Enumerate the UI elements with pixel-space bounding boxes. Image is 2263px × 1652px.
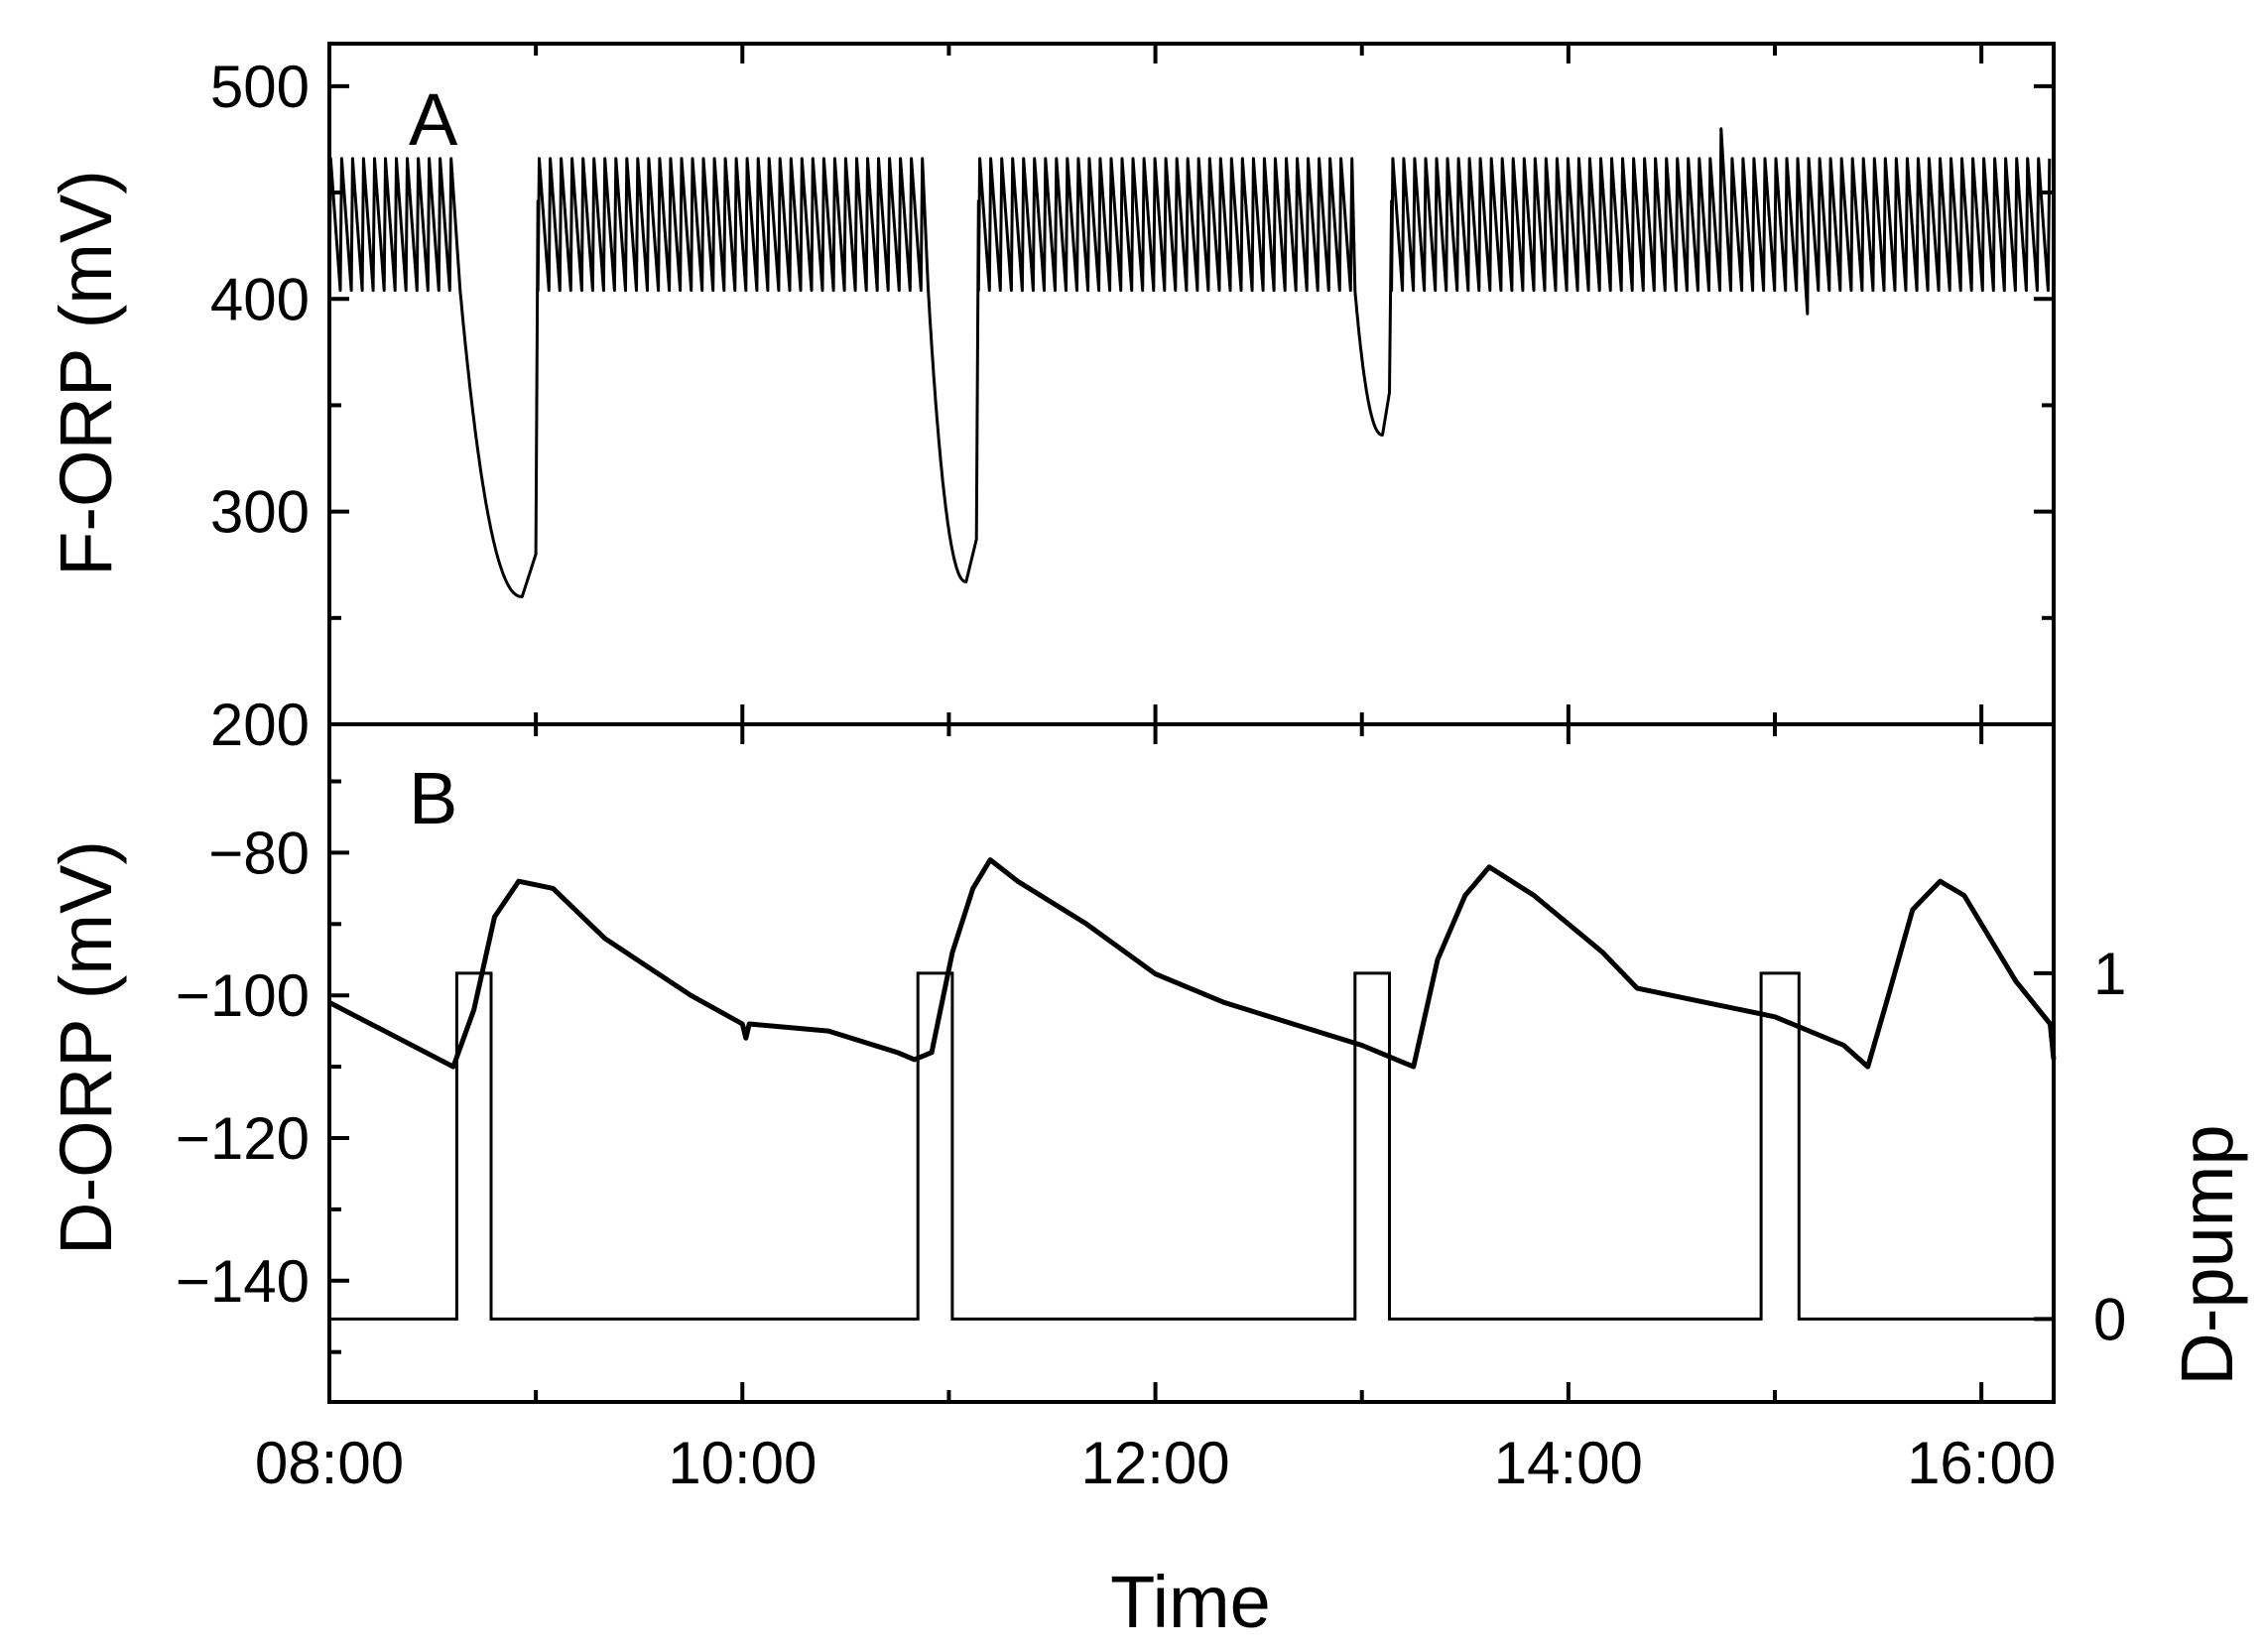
- x-tick-label: 14:00: [1494, 1430, 1643, 1496]
- panel-b-frame: [327, 722, 2056, 1404]
- panel-a-f-orp: 200 300 400 500: [210, 42, 2056, 758]
- panel-b-d-orp: −140 −120 −100 −80 0 1: [176, 722, 2126, 1404]
- x-tick-label: 16:00: [1907, 1430, 2056, 1496]
- panel-b-y-tick-label: −140: [176, 1248, 310, 1315]
- x-tick-label: 10:00: [668, 1430, 817, 1496]
- panel-a-y-tick-label: 400: [210, 266, 310, 332]
- x-tick-label: 12:00: [1080, 1430, 1229, 1496]
- shared-time-axis: 08:00 10:00 12:00 14:00 16:00: [255, 1430, 2056, 1496]
- panel-a-y-tick-label: 300: [210, 479, 310, 546]
- panel-b-y-axis-title: D-ORP (mV): [45, 840, 127, 1255]
- x-tick-label: 08:00: [255, 1430, 404, 1496]
- panel-b-y2-tick-label: 1: [2093, 941, 2126, 1007]
- x-axis-title: Time: [1110, 1561, 1271, 1643]
- panel-b-y2-tick-label: 0: [2093, 1286, 2126, 1352]
- d-pump-series-line: [329, 971, 2054, 1321]
- panel-b-label: B: [409, 757, 457, 839]
- f-orp-series-line: [327, 127, 2052, 598]
- d-orp-series-line: [327, 857, 2057, 1070]
- panel-a-y-axis-title: F-ORP (mV): [45, 170, 127, 576]
- panel-a-label: A: [409, 78, 458, 161]
- panel-b-y-tick-label: −120: [176, 1105, 310, 1172]
- panel-b-right-axis-title: D-pump: [2166, 1124, 2248, 1385]
- panel-b-y-tick-label: −80: [208, 820, 310, 886]
- panel-a-y-tick-label: 200: [210, 692, 310, 758]
- panel-b-y-tick-label: −100: [176, 962, 310, 1029]
- panel-a-y-tick-label: 500: [210, 54, 310, 120]
- panel-a-frame: [327, 42, 2056, 726]
